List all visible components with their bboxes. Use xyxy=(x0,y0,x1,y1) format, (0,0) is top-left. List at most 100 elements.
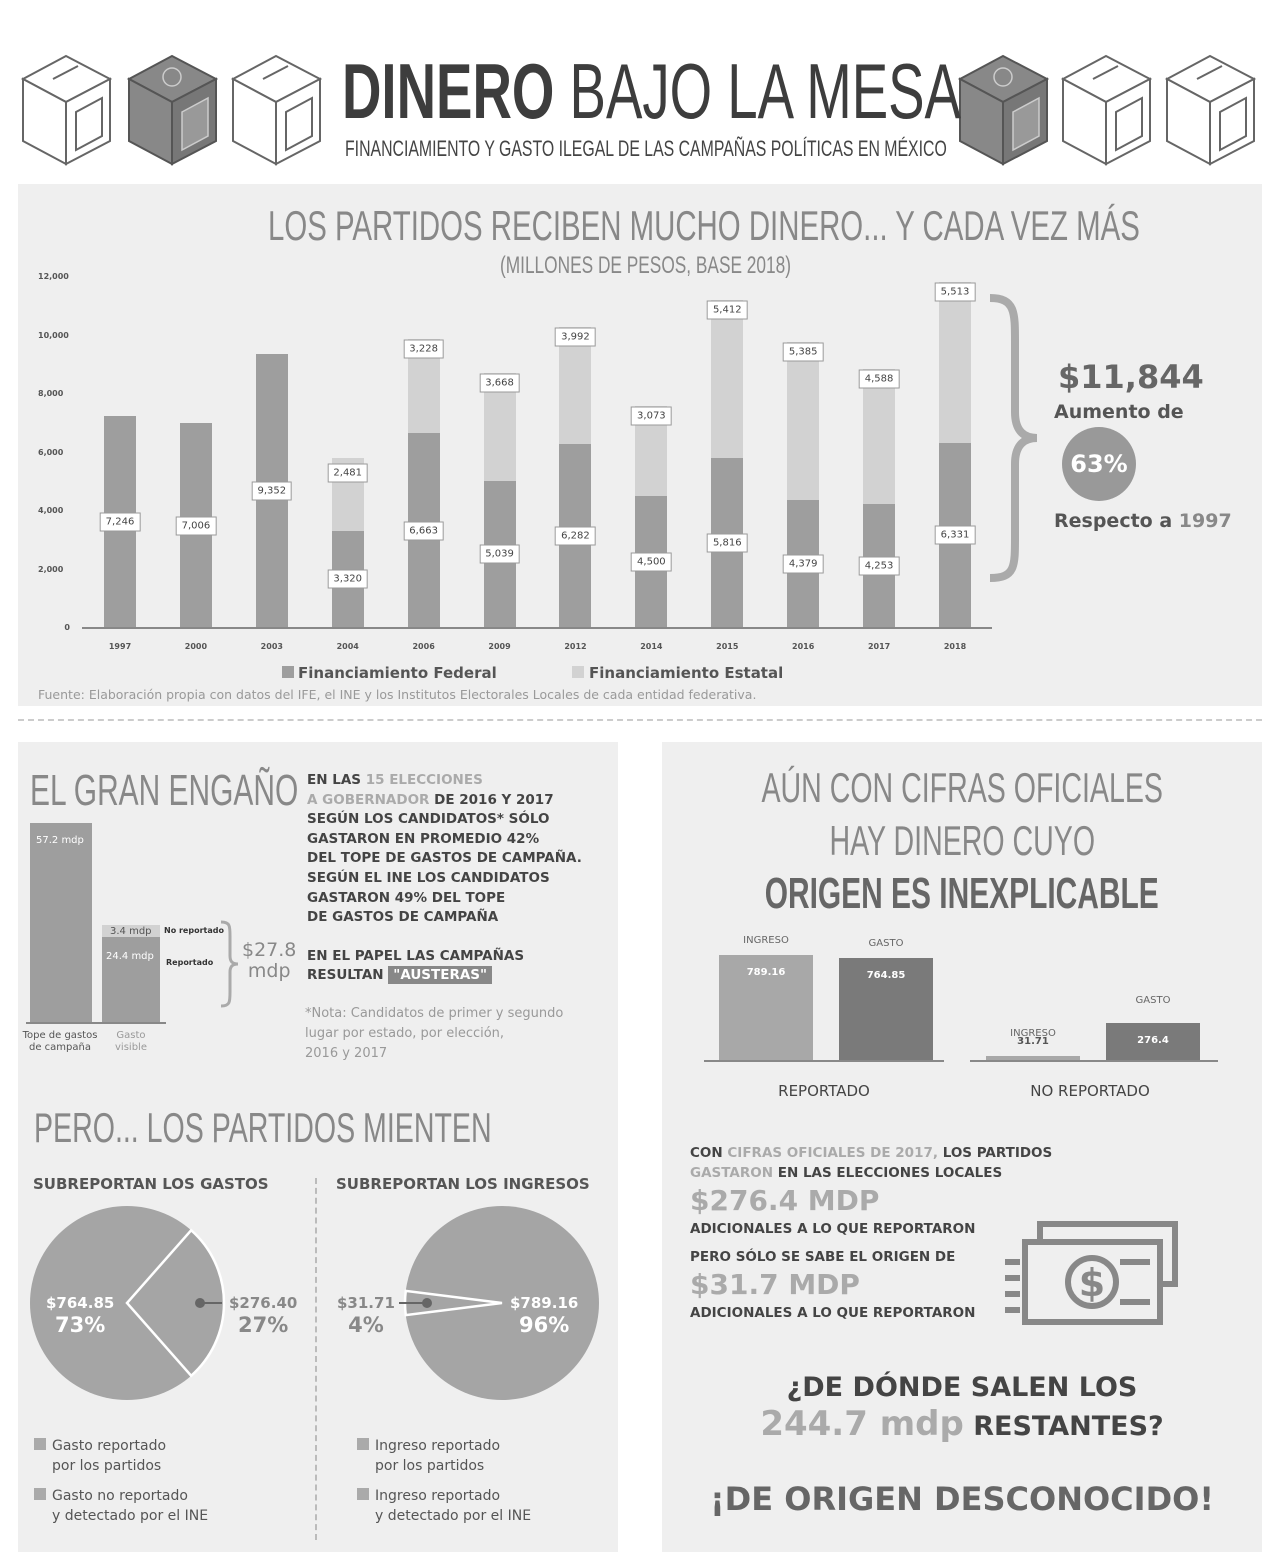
note-0: *Nota: Candidatos de primer y segundo xyxy=(305,1006,564,1021)
question-line-1: ¿DE DÓNDE SALEN LOS xyxy=(786,1372,1138,1403)
money-stack-icon: $ xyxy=(1005,1221,1178,1325)
x-tick: 2000 xyxy=(184,642,208,651)
bar-no-reportado-gasto xyxy=(1106,1023,1200,1060)
x-tick: 2016 xyxy=(792,642,815,651)
axis-reportado xyxy=(704,1060,944,1062)
p1-3: DE 2016 Y 2017 xyxy=(434,791,554,808)
p1-9: DE GASTOS DE CAMPAÑA xyxy=(307,909,499,926)
op-2: LOS PARTIDOS xyxy=(942,1145,1053,1161)
pie-charts xyxy=(30,1206,599,1400)
bar-no-reportado-ingreso xyxy=(986,1055,1080,1060)
op-1: CIFRAS OFICIALES DE 2017, xyxy=(727,1145,938,1161)
y-tick: 8,000 xyxy=(38,389,64,398)
legend-text: por los partidos xyxy=(52,1458,162,1474)
origen-title-0: AÚN CON CIFRAS OFICIALES xyxy=(761,764,1163,811)
label-estatal-2014: 3,073 xyxy=(631,406,672,426)
label-estatal-2015: 5,412 xyxy=(706,300,748,320)
origen-title-2: ORIGEN ES INEXPLICABLE xyxy=(764,869,1159,918)
pie-slice-minor xyxy=(125,1228,226,1378)
x-tick: 2014 xyxy=(640,642,663,651)
brace-icon xyxy=(989,294,1038,582)
origen-text: CON CIFRAS OFICIALES DE 2017, LOS PARTID… xyxy=(690,1143,1052,1323)
axis-no-reportado xyxy=(970,1060,1218,1062)
legend-estatal: Financiamiento Estatal xyxy=(589,664,784,682)
label-estatal-2009: 3,668 xyxy=(479,373,520,393)
bar-reportado-ingreso xyxy=(719,955,813,1060)
engano-note: *Nota: Candidatos de primer y segundo lug… xyxy=(305,1004,563,1064)
p1-6: DEL TOPE DE GASTOS DE CAMPAÑA. xyxy=(307,850,582,867)
bar-name: GASTO xyxy=(1135,995,1171,1007)
bar-estatal-2017 xyxy=(863,369,896,504)
note-2: 2016 y 2017 xyxy=(305,1046,388,1061)
pie2-minor-value: $31.71 xyxy=(337,1294,395,1312)
pie2-title: SUBREPORTAN LOS INGRESOS xyxy=(336,1175,590,1193)
legend-text: Ingreso reportado xyxy=(375,1438,501,1454)
x-tick: 2012 xyxy=(564,642,587,651)
cat-tope: Tope de gastos de campaña xyxy=(18,1030,102,1054)
no-reportado-name: No reportado xyxy=(164,926,224,935)
bar-tope-label: 57.2 mdp xyxy=(36,835,84,846)
legend-federal: Financiamiento Federal xyxy=(298,664,497,682)
label-federal-2003: 9,352 xyxy=(251,481,293,501)
cat-tope-2: de campaña xyxy=(29,1042,91,1053)
pie1-main-pct: 73% xyxy=(55,1313,106,1337)
label-estatal-2018: 5,513 xyxy=(934,282,976,302)
title-bold: DINERO xyxy=(342,47,555,135)
p1-0: EN LAS xyxy=(307,772,361,788)
label-federal-2004: 3,320 xyxy=(327,569,369,589)
label-estatal-2004: 2,481 xyxy=(327,463,369,483)
cat-tope-1: Tope de gastos xyxy=(22,1030,98,1041)
op-6: ADICIONALES A LO QUE REPORTARON xyxy=(690,1221,976,1237)
pie1-main-label: $764.85 73% xyxy=(46,1292,114,1336)
legend-swatch xyxy=(357,1488,369,1500)
pie2-main-label: $789.16 96% xyxy=(510,1292,578,1336)
ballot-box-icon xyxy=(22,55,111,165)
legend-swatch xyxy=(34,1438,46,1450)
op-4: EN LAS ELECCIONES LOCALES xyxy=(777,1165,1003,1181)
bar-name: INGRESO xyxy=(743,935,789,946)
pie2-minor-label: $31.71 4% xyxy=(337,1292,395,1336)
p1-4: SEGÚN LOS CANDIDATOS* SÓLO xyxy=(307,811,550,828)
x-tick: 2003 xyxy=(260,642,283,651)
label-federal-2006: 6,663 xyxy=(403,521,444,541)
page-subtitle: FINANCIAMIENTO Y GASTO ILEGAL DE LAS CAM… xyxy=(345,136,947,161)
pie1-minor-value: $276.40 xyxy=(229,1294,298,1312)
label-estatal-2017: 4,588 xyxy=(858,369,900,389)
x-tick: 2018 xyxy=(943,642,967,651)
legend-swatch-estatal xyxy=(572,666,584,678)
question-amount: 244.7 mdp xyxy=(760,1404,964,1444)
y-tick: 2,000 xyxy=(38,564,64,574)
group-no-reportado: NO REPORTADO xyxy=(1030,1082,1150,1100)
page-title: DINERO BAJO LA MESA xyxy=(342,46,1226,137)
x-tick: 2004 xyxy=(336,642,359,651)
legend-text: y detectado por el INE xyxy=(375,1508,532,1524)
label-federal-2014: 4,500 xyxy=(631,552,672,572)
respect-label: Respecto a xyxy=(1054,510,1173,532)
cat-gasto: Gasto visible xyxy=(102,1030,160,1054)
y-tick: 6,000 xyxy=(38,447,64,457)
engano-panel xyxy=(18,742,618,1552)
ballot-box-money-icon xyxy=(128,55,217,165)
label-federal-2009: 5,039 xyxy=(479,544,520,564)
austeras-highlight: "AUSTERAS" xyxy=(388,966,493,985)
y-tick: 12,000 xyxy=(38,272,69,281)
group-reportado: REPORTADO xyxy=(778,1082,870,1100)
op-3: GASTARON xyxy=(690,1165,774,1181)
reportado-name: Reportado xyxy=(166,958,214,967)
engano-text: EN LAS 15 ELECCIONES A GOBERNADOR DE 201… xyxy=(307,771,582,986)
x-tick: 2015 xyxy=(716,642,739,651)
label-federal-1997: 7,246 xyxy=(99,512,141,532)
summary-pct-badge: 63% xyxy=(1062,427,1136,501)
p2-1: RESULTAN xyxy=(307,967,384,984)
bar-no-reportado-label: 3.4 mdp xyxy=(110,926,152,937)
total-unit: mdp xyxy=(247,960,291,982)
pie2-main-pct: 96% xyxy=(519,1313,570,1337)
title-rest: BAJO LA MESA xyxy=(569,47,961,135)
bar-value: 764.85 xyxy=(866,970,906,982)
x-tick: 1997 xyxy=(108,642,132,651)
label-federal-2000: 7,006 xyxy=(175,516,217,536)
pie1-legend: Gasto reportado por los partidos Gasto no… xyxy=(34,1436,208,1526)
summary-total: $11,844 xyxy=(1058,358,1204,396)
origen-title-1: HAY DINERO CUYO xyxy=(829,817,1095,864)
bar-estatal-2018 xyxy=(939,281,971,443)
